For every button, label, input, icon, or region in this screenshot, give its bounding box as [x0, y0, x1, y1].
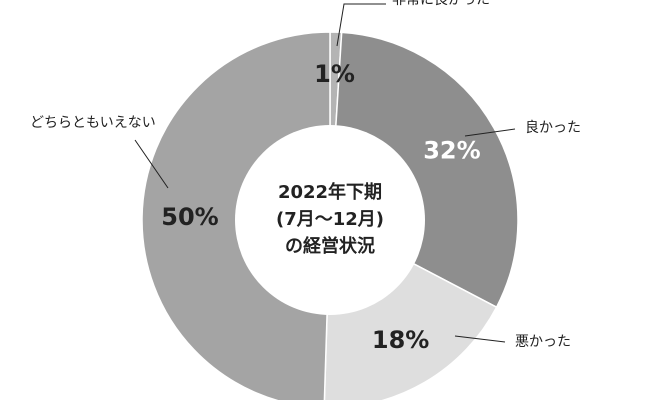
category-label: どちらともいえない	[30, 115, 156, 131]
value-label: 1%	[314, 60, 355, 88]
leader-line	[464, 128, 516, 137]
category-label: 良かった	[525, 120, 581, 136]
value-label: 18%	[372, 326, 429, 354]
leader-line	[134, 139, 169, 189]
center-title: (7月〜12月)	[276, 209, 384, 230]
leader-line	[454, 335, 506, 343]
leader-line	[336, 3, 386, 47]
value-label: 50%	[161, 203, 218, 231]
center-title: 2022年下期	[278, 181, 382, 203]
category-label: 悪かった	[515, 334, 571, 350]
category-label: 非常に良かった	[392, 0, 490, 8]
center-title: の経営状況	[285, 235, 375, 257]
donut-hole	[235, 125, 425, 315]
value-label: 32%	[423, 136, 480, 164]
